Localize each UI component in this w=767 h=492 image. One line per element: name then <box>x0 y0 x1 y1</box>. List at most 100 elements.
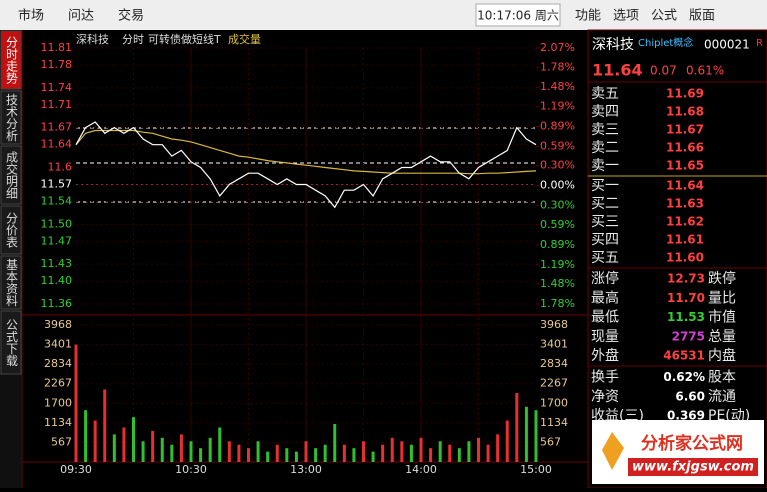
y-tick-label: 3968 <box>44 318 72 331</box>
volume-bar <box>524 406 528 462</box>
volume-bar <box>170 444 174 462</box>
menu-item[interactable]: 功能 <box>575 9 601 24</box>
volume-bar <box>438 441 442 462</box>
volume-bar <box>323 444 327 462</box>
side-tab-label[interactable]: 分价表 <box>5 212 19 248</box>
chart-header: 深科技 <box>76 32 109 46</box>
y2-tick-label: 0.59% <box>540 218 575 231</box>
volume-bar <box>505 420 509 462</box>
side-tab-label[interactable]: 公式下载 <box>5 319 19 368</box>
volume-bar <box>237 444 241 462</box>
volume-bar <box>467 441 471 462</box>
order-price: 11.66 <box>666 141 704 155</box>
order-price: 11.61 <box>666 233 704 247</box>
logo-url-bg <box>628 458 758 476</box>
logo: 分析家公式网 www.fxjgsw.com <box>592 420 764 484</box>
y2-tick-label: 1.78% <box>540 297 575 310</box>
volume-bar <box>227 441 231 462</box>
stock-name: 深科技 <box>592 37 634 53</box>
stat-next: 跌停 <box>708 270 736 287</box>
change: 0.07 <box>650 64 677 78</box>
y2-tick-label: 0.59% <box>540 139 575 152</box>
menu-item[interactable]: 选项 <box>613 9 639 24</box>
order-label: 买四 <box>591 232 619 248</box>
stat-label: 涨停 <box>591 270 619 287</box>
volume-bar <box>285 448 289 462</box>
volume-bar <box>132 417 135 462</box>
stat-label: 最低 <box>591 310 619 326</box>
y2-tick-label: 3968 <box>540 318 568 331</box>
y2-tick-label: 1.48% <box>540 277 575 290</box>
y-tick-label: 11.71 <box>41 98 73 111</box>
menu-item[interactable]: 版面 <box>689 9 715 24</box>
stat-label: 最高 <box>591 289 619 306</box>
order-price: 11.64 <box>666 179 704 193</box>
order-label: 买三 <box>591 214 619 230</box>
y2-tick-label: 0.30% <box>540 199 575 212</box>
x-tick-label: 10:30 <box>175 463 207 476</box>
side-tab[interactable] <box>0 145 22 205</box>
volume-bar <box>400 441 404 462</box>
side-tab[interactable] <box>0 90 22 145</box>
side-tab-label[interactable]: 基本资料 <box>5 258 19 306</box>
side-tab[interactable] <box>0 205 22 255</box>
stat-value: 12.73 <box>667 272 705 286</box>
menu-item[interactable]: 市场 <box>18 8 44 24</box>
order-label: 卖四 <box>591 104 619 120</box>
side-tab-label[interactable]: 分时走势 <box>5 36 19 84</box>
volume-bar <box>122 427 126 462</box>
chart-header: 可转债做短线T <box>148 32 221 46</box>
clock-box <box>475 3 561 27</box>
stat-value: 0.369 <box>667 409 705 423</box>
volume-bar <box>496 434 500 462</box>
order-price: 11.63 <box>666 197 704 211</box>
side-tab-label[interactable]: 技术分析 <box>5 93 19 142</box>
y-tick-label: 567 <box>51 435 72 448</box>
stat-label: 现量 <box>591 329 619 345</box>
side-tab[interactable] <box>0 310 22 375</box>
y-tick-label: 11.78 <box>41 58 73 71</box>
x-tick-label: 09:30 <box>60 463 92 476</box>
stock-code: 000021 <box>704 38 750 52</box>
order-label: 卖三 <box>591 122 619 138</box>
y2-tick-label: 2267 <box>540 377 568 390</box>
stat-value: 11.70 <box>667 291 705 305</box>
volume-bar <box>103 389 107 462</box>
x-tick-label: 14:00 <box>405 463 437 476</box>
stat-next: 总量 <box>708 329 736 345</box>
volume-bar <box>477 437 480 462</box>
volume-bar <box>342 444 346 462</box>
stat-next: 流通 <box>708 389 736 405</box>
order-price: 11.69 <box>666 87 704 101</box>
y2-tick-label: 1700 <box>540 396 568 409</box>
volume-bar <box>419 437 423 462</box>
volume-bar <box>247 448 250 462</box>
menu-item[interactable]: 问达 <box>68 9 94 24</box>
stat-label: 换手 <box>591 369 619 386</box>
volume-bar <box>275 444 279 462</box>
side-tab[interactable] <box>0 30 22 90</box>
y-tick-label: 3401 <box>44 338 72 351</box>
volume-bar <box>448 444 452 462</box>
volume-bar <box>112 434 116 462</box>
y-tick-label: 11.36 <box>41 297 73 310</box>
volume-bar <box>534 410 538 462</box>
menu-item[interactable]: 交易 <box>118 8 144 24</box>
change-pct: 0.61% <box>686 64 724 78</box>
side-tab-label[interactable]: 成交明细 <box>5 151 19 199</box>
volume-bar <box>189 441 193 462</box>
order-label: 买二 <box>591 196 619 212</box>
price: 11.64 <box>592 61 643 80</box>
side-tab[interactable] <box>0 255 22 310</box>
volume-bar <box>352 448 356 462</box>
price-line <box>75 121 537 209</box>
volume-bar <box>333 424 337 462</box>
order-label: 买一 <box>591 178 619 194</box>
volume-bar <box>409 444 413 462</box>
y-tick-label: 11.40 <box>41 274 73 287</box>
menu-item[interactable]: 公式 <box>651 9 677 24</box>
chart-header: 成交量 <box>228 32 261 46</box>
toolbar <box>0 0 767 30</box>
volume-bar <box>266 451 270 462</box>
